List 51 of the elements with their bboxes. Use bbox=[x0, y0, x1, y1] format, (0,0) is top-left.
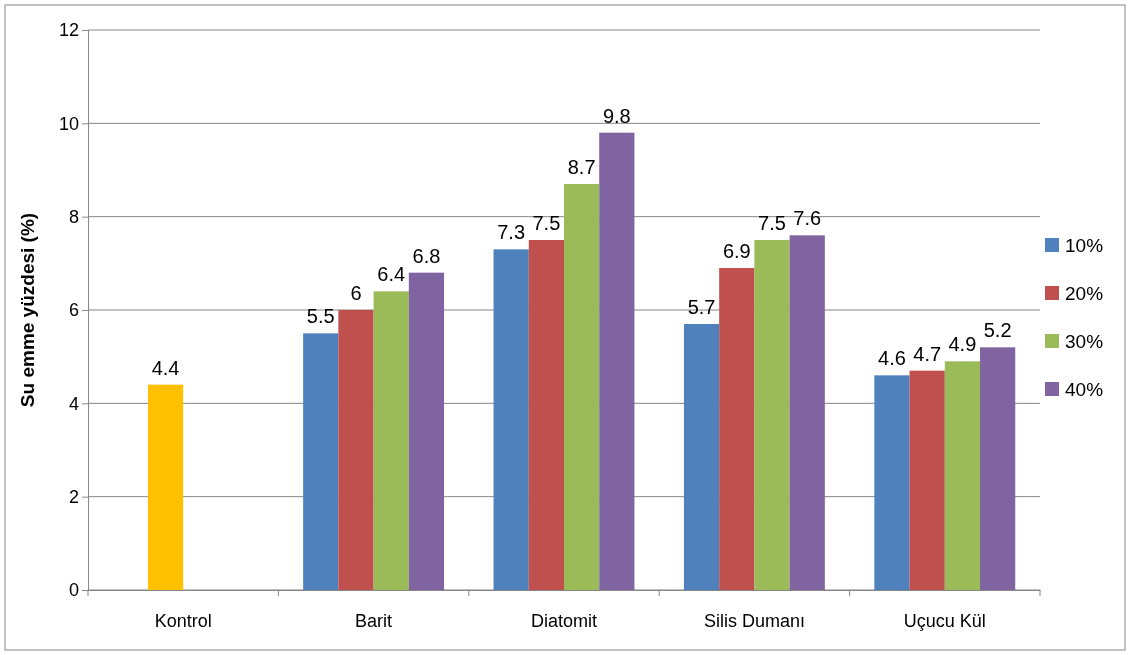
bar bbox=[599, 132, 635, 590]
bar bbox=[338, 310, 374, 590]
data-label: 7.6 bbox=[793, 207, 822, 230]
bar bbox=[528, 240, 564, 590]
bar bbox=[909, 370, 945, 590]
y-tick-label: 0 bbox=[68, 580, 79, 601]
legend-label: 10% bbox=[1065, 235, 1104, 256]
data-label: 5.2 bbox=[983, 319, 1012, 342]
bar bbox=[719, 268, 755, 590]
x-tick-label: Barit bbox=[355, 610, 393, 631]
y-tick-label: 8 bbox=[68, 206, 79, 227]
bar bbox=[980, 347, 1016, 590]
legend-label: 40% bbox=[1065, 379, 1104, 400]
y-axis-title: Su emme yüzdesi (%) bbox=[17, 212, 38, 408]
data-label: 8.7 bbox=[567, 156, 596, 178]
data-label: 7.5 bbox=[758, 212, 786, 234]
data-label: 4.9 bbox=[948, 333, 977, 356]
data-label: 6 bbox=[350, 282, 362, 304]
x-tick-label: Diatomit bbox=[530, 610, 598, 631]
bar bbox=[754, 240, 790, 590]
bar bbox=[147, 384, 184, 590]
y-tick-label: 2 bbox=[68, 486, 79, 507]
data-label: 7.5 bbox=[532, 212, 561, 234]
bar bbox=[874, 375, 910, 590]
data-label: 5.7 bbox=[687, 296, 716, 318]
data-label: 5.5 bbox=[306, 305, 335, 328]
data-label: 7.3 bbox=[497, 221, 526, 244]
legend-label: 20% bbox=[1065, 283, 1104, 304]
legend-label: 30% bbox=[1065, 331, 1104, 352]
data-label: 4.4 bbox=[151, 356, 180, 379]
data-label: 6.4 bbox=[377, 263, 406, 286]
data-label: 6.8 bbox=[412, 244, 441, 267]
bar bbox=[493, 249, 529, 590]
x-tick-label: Kontrol bbox=[154, 610, 212, 631]
x-tick-label: Silis Dumanı bbox=[703, 610, 805, 631]
y-tick-label: 4 bbox=[68, 393, 79, 414]
data-label: 4.6 bbox=[878, 347, 906, 370]
bar bbox=[564, 184, 600, 590]
y-tick-label: 10 bbox=[58, 113, 79, 134]
y-tick-label: 12 bbox=[58, 20, 79, 41]
data-label: 6.9 bbox=[722, 240, 751, 262]
bar bbox=[789, 235, 825, 590]
bar bbox=[683, 324, 720, 590]
bar bbox=[408, 272, 445, 590]
x-tick-label: Uçucu Kül bbox=[903, 610, 986, 631]
bar bbox=[303, 333, 339, 590]
data-label: 4.7 bbox=[913, 342, 942, 365]
data-label: 9.8 bbox=[602, 104, 631, 127]
bar bbox=[373, 291, 409, 590]
bar bbox=[944, 361, 981, 590]
y-tick-label: 6 bbox=[68, 300, 79, 321]
